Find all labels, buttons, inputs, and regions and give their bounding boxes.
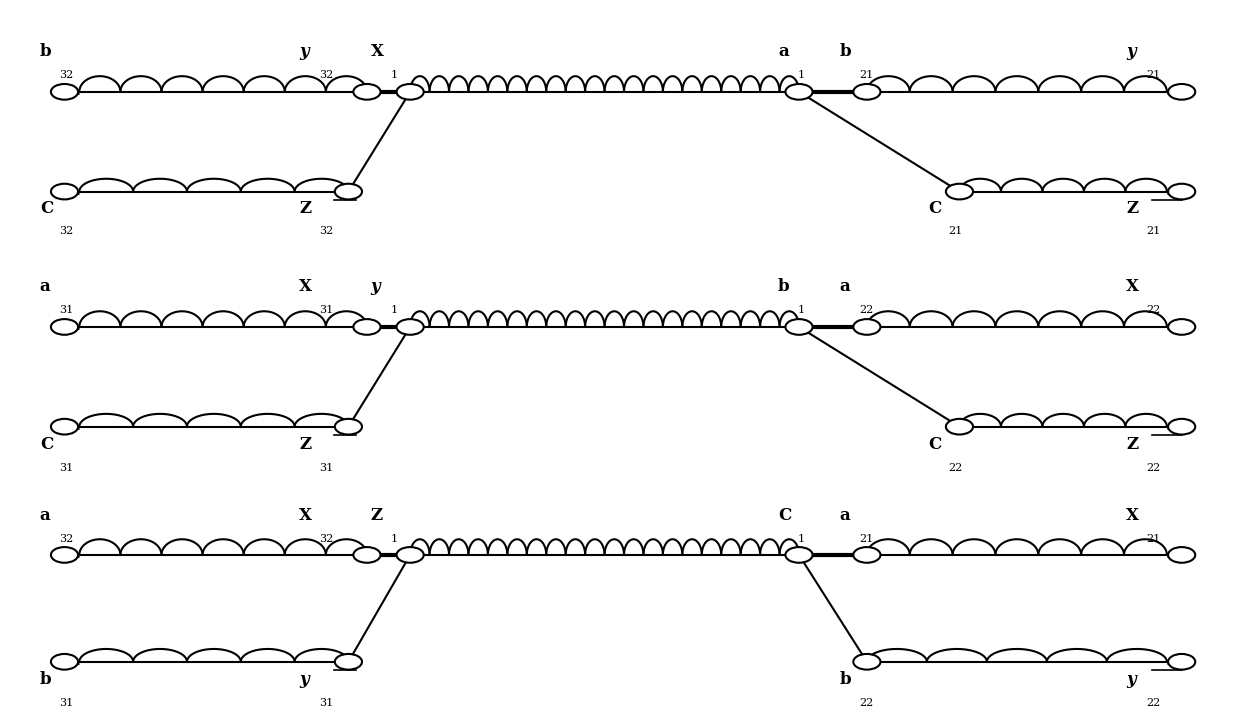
- Circle shape: [1168, 419, 1195, 434]
- Text: 32: 32: [60, 226, 74, 236]
- Circle shape: [1168, 84, 1195, 100]
- Circle shape: [853, 84, 880, 100]
- Circle shape: [785, 84, 812, 100]
- Circle shape: [335, 419, 362, 434]
- Text: 22: 22: [949, 463, 962, 473]
- Text: b: b: [839, 671, 852, 688]
- Text: 31: 31: [319, 463, 334, 473]
- Text: X: X: [1126, 278, 1140, 295]
- Text: a: a: [40, 508, 51, 524]
- Text: a: a: [839, 278, 851, 295]
- Circle shape: [353, 84, 381, 100]
- Text: C: C: [40, 200, 53, 217]
- Text: b: b: [839, 43, 852, 60]
- Text: Z: Z: [299, 200, 311, 217]
- Text: 32: 32: [60, 534, 74, 544]
- Circle shape: [785, 547, 812, 563]
- Text: Z: Z: [371, 508, 383, 524]
- Text: C: C: [929, 200, 942, 217]
- Circle shape: [1168, 184, 1195, 200]
- Text: 1: 1: [797, 534, 805, 544]
- Text: 21: 21: [859, 534, 874, 544]
- Text: 1: 1: [391, 534, 398, 544]
- Text: C: C: [777, 508, 791, 524]
- Text: X: X: [371, 43, 383, 60]
- Circle shape: [1168, 547, 1195, 563]
- Circle shape: [1168, 319, 1195, 335]
- Text: 21: 21: [1146, 226, 1161, 236]
- Circle shape: [353, 319, 381, 335]
- Circle shape: [51, 654, 78, 670]
- Text: 22: 22: [1146, 463, 1161, 473]
- Text: Z: Z: [1126, 436, 1138, 453]
- Text: 1: 1: [391, 305, 398, 314]
- Text: 32: 32: [319, 226, 334, 236]
- Text: 32: 32: [319, 534, 334, 544]
- Text: Z: Z: [1126, 200, 1138, 217]
- Circle shape: [397, 547, 424, 563]
- Text: 21: 21: [1146, 70, 1161, 80]
- Circle shape: [353, 547, 381, 563]
- Circle shape: [853, 654, 880, 670]
- Circle shape: [785, 319, 812, 335]
- Text: a: a: [839, 508, 851, 524]
- Circle shape: [397, 319, 424, 335]
- Circle shape: [51, 319, 78, 335]
- Text: b: b: [40, 43, 51, 60]
- Text: 21: 21: [949, 226, 962, 236]
- Text: a: a: [40, 278, 51, 295]
- Text: y: y: [299, 671, 309, 688]
- Text: 21: 21: [859, 70, 874, 80]
- Text: b: b: [777, 278, 790, 295]
- Circle shape: [335, 184, 362, 200]
- Text: 22: 22: [1146, 698, 1161, 708]
- Text: a: a: [777, 43, 789, 60]
- Text: X: X: [299, 278, 312, 295]
- Text: 32: 32: [319, 70, 334, 80]
- Text: X: X: [299, 508, 312, 524]
- Circle shape: [946, 419, 973, 434]
- Circle shape: [853, 319, 880, 335]
- Text: 31: 31: [60, 463, 74, 473]
- Text: 31: 31: [319, 698, 334, 708]
- Text: 22: 22: [859, 305, 874, 314]
- Text: X: X: [1126, 508, 1140, 524]
- Text: C: C: [40, 436, 53, 453]
- Text: y: y: [1126, 671, 1136, 688]
- Text: 1: 1: [391, 70, 398, 80]
- Text: 22: 22: [1146, 305, 1161, 314]
- Text: y: y: [1126, 43, 1136, 60]
- Text: 31: 31: [60, 698, 74, 708]
- Text: b: b: [40, 671, 51, 688]
- Circle shape: [853, 547, 880, 563]
- Circle shape: [51, 184, 78, 200]
- Text: 1: 1: [797, 70, 805, 80]
- Text: y: y: [371, 278, 381, 295]
- Text: 31: 31: [319, 305, 334, 314]
- Text: 21: 21: [1146, 534, 1161, 544]
- Circle shape: [1168, 654, 1195, 670]
- Text: y: y: [299, 43, 309, 60]
- Circle shape: [51, 84, 78, 100]
- Text: Z: Z: [299, 436, 311, 453]
- Circle shape: [335, 654, 362, 670]
- Circle shape: [946, 184, 973, 200]
- Text: 1: 1: [797, 305, 805, 314]
- Text: 22: 22: [859, 698, 874, 708]
- Text: 31: 31: [60, 305, 74, 314]
- Circle shape: [397, 84, 424, 100]
- Circle shape: [51, 547, 78, 563]
- Circle shape: [51, 419, 78, 434]
- Text: 32: 32: [60, 70, 74, 80]
- Text: C: C: [929, 436, 942, 453]
